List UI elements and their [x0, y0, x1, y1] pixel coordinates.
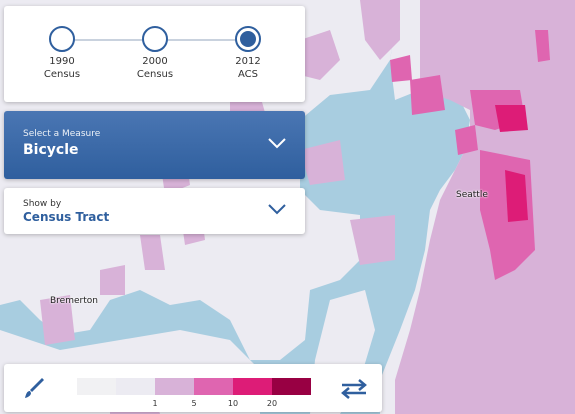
timeline-panel: 1990 Census 2000 Census 2012 ACS — [4, 6, 305, 102]
chevron-down-icon[interactable] — [267, 137, 287, 149]
tracts-mid — [390, 30, 550, 280]
timeline-radio[interactable] — [49, 26, 75, 52]
timeline-year: 2000 — [142, 56, 168, 67]
brush-icon[interactable] — [23, 376, 45, 400]
chevron-down-icon[interactable] — [267, 203, 287, 215]
timeline-step-1990[interactable]: 1990 Census — [22, 26, 102, 81]
legend-tick: 10 — [227, 399, 239, 408]
timeline-radio-selected[interactable] — [235, 26, 261, 52]
timeline-step-2000[interactable]: 2000 Census — [115, 26, 195, 81]
timeline-source: Census — [136, 69, 174, 80]
legend-swatch-4 — [233, 378, 272, 395]
timeline-source: ACS — [238, 69, 258, 80]
legend-swatch-5 — [272, 378, 311, 395]
city-label-bremerton: Bremerton — [50, 296, 98, 306]
timeline-radio[interactable] — [142, 26, 168, 52]
legend-panel: 1 5 10 20 — [4, 364, 382, 412]
timeline-step-2012[interactable]: 2012 ACS — [208, 26, 288, 81]
timeline-year: 1990 — [49, 56, 75, 67]
legend-tick: 5 — [191, 399, 197, 408]
show-by-label: Show by — [23, 199, 62, 209]
swap-icon[interactable] — [339, 378, 369, 400]
legend-swatch-0 — [77, 378, 116, 395]
timeline-year: 2012 — [235, 56, 261, 67]
legend-swatch-2 — [155, 378, 194, 395]
measure-value: Bicycle — [23, 142, 79, 158]
show-by-dropdown[interactable]: Show by Census Tract — [4, 188, 305, 234]
show-by-value: Census Tract — [23, 210, 110, 224]
legend-tick: 1 — [152, 399, 158, 408]
legend-tick: 20 — [266, 399, 278, 408]
tracts-high — [495, 105, 528, 222]
measure-dropdown[interactable]: Select a Measure Bicycle — [4, 111, 305, 179]
measure-label: Select a Measure — [23, 129, 101, 139]
city-label-seattle: Seattle — [456, 190, 488, 200]
timeline-source: Census — [43, 69, 81, 80]
legend-swatch-1 — [116, 378, 155, 395]
legend-swatch-3 — [194, 378, 233, 395]
